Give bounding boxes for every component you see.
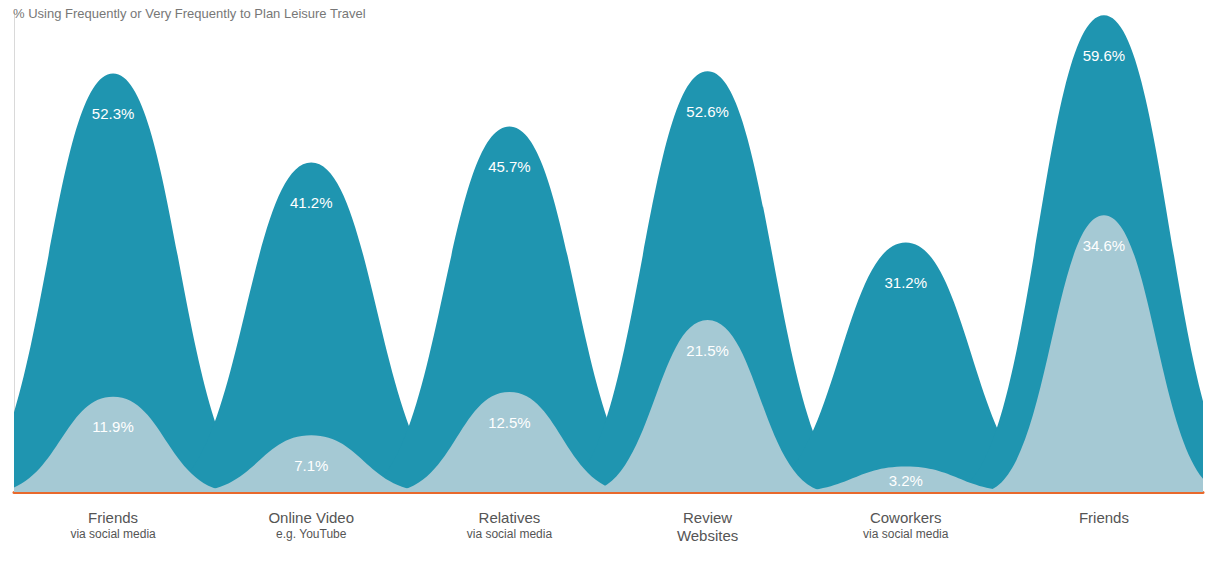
svg-text:34.6%: 34.6% [1083, 237, 1126, 254]
svg-text:e.g. YouTube: e.g. YouTube [276, 527, 347, 541]
svg-text:12.5%: 12.5% [488, 414, 531, 431]
svg-text:7.1%: 7.1% [294, 457, 328, 474]
svg-text:52.3%: 52.3% [92, 105, 135, 122]
svg-text:21.5%: 21.5% [686, 342, 729, 359]
svg-text:41.2%: 41.2% [290, 194, 333, 211]
svg-text:Coworkers: Coworkers [870, 509, 942, 526]
svg-text:% Using Frequently or Very Fre: % Using Frequently or Very Frequently to… [13, 6, 366, 21]
svg-text:Relatives: Relatives [479, 509, 541, 526]
svg-text:Review: Review [683, 509, 732, 526]
svg-text:31.2%: 31.2% [884, 274, 927, 291]
svg-text:3.2%: 3.2% [889, 472, 923, 489]
svg-text:59.6%: 59.6% [1083, 47, 1126, 64]
svg-text:52.6%: 52.6% [686, 103, 729, 120]
svg-text:via social media: via social media [863, 527, 949, 541]
svg-text:Online Video: Online Video [268, 509, 354, 526]
svg-text:Websites: Websites [677, 527, 738, 544]
svg-text:11.9%: 11.9% [92, 418, 133, 435]
svg-text:via social media: via social media [70, 527, 156, 541]
svg-text:Friends: Friends [1079, 509, 1129, 526]
svg-text:via social media: via social media [467, 527, 553, 541]
svg-text:Friends: Friends [88, 509, 138, 526]
svg-text:45.7%: 45.7% [488, 158, 531, 175]
